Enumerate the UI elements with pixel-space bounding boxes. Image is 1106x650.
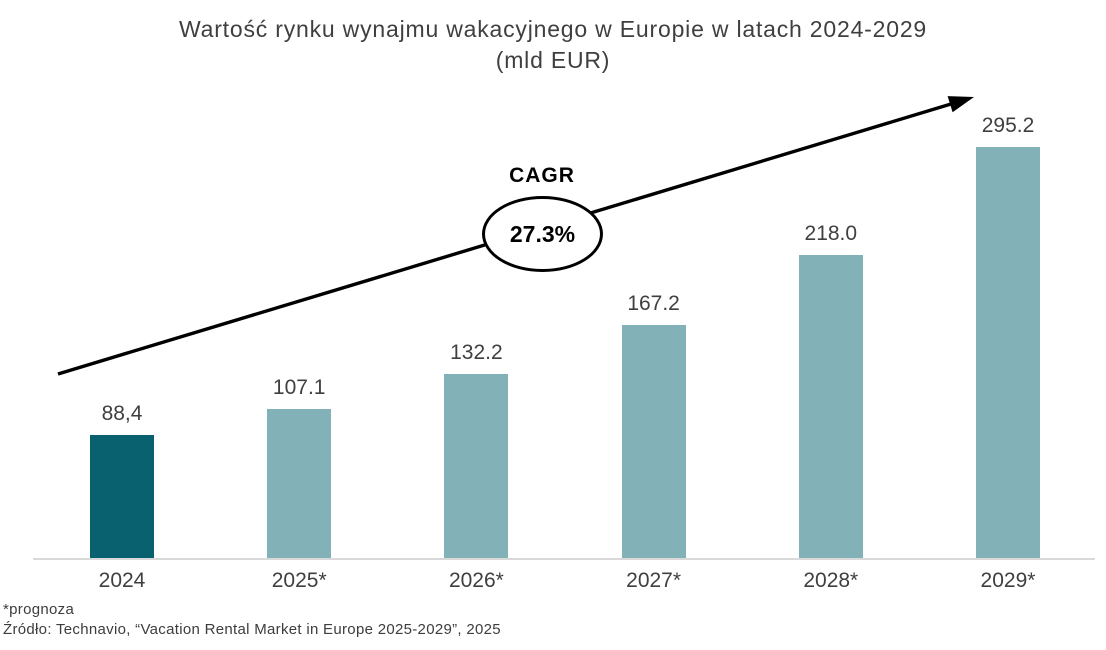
bar: [976, 147, 1040, 558]
cagr-label: CAGR: [509, 164, 575, 187]
bar: [621, 325, 686, 558]
bar: [798, 255, 863, 558]
x-tick-label: 2029*: [980, 569, 1036, 592]
footnote: *prognoza: [3, 601, 75, 618]
bar: [444, 374, 509, 558]
x-tick-label: 2028*: [803, 569, 859, 592]
bar: [90, 435, 154, 558]
chart-subtitle: (mld EUR): [495, 47, 611, 73]
cagr-value: 27.3%: [509, 220, 576, 247]
bar-value-label: 88,4: [101, 402, 143, 425]
bar: [267, 409, 332, 558]
x-tick-label: 2024: [98, 569, 146, 592]
chart-title: Wartość rynku wynajmu wakacyjnego w Euro…: [178, 16, 928, 42]
bar-value-label: 218.0: [804, 222, 858, 245]
bar-value-label: 132.2: [450, 341, 503, 364]
x-tick-label: 2025*: [271, 569, 327, 592]
x-axis-line: [33, 558, 1095, 560]
bar-value-label: 107.1: [272, 376, 326, 399]
x-tick-label: 2026*: [448, 569, 504, 592]
cagr-ellipse: 27.3%: [482, 196, 603, 272]
bar-value-label: 295.2: [981, 114, 1035, 137]
x-tick-label: 2027*: [626, 569, 682, 592]
source: Źródło: Technavio, “Vacation Rental Mark…: [3, 621, 501, 638]
bar-value-label: 167.2: [627, 292, 680, 315]
